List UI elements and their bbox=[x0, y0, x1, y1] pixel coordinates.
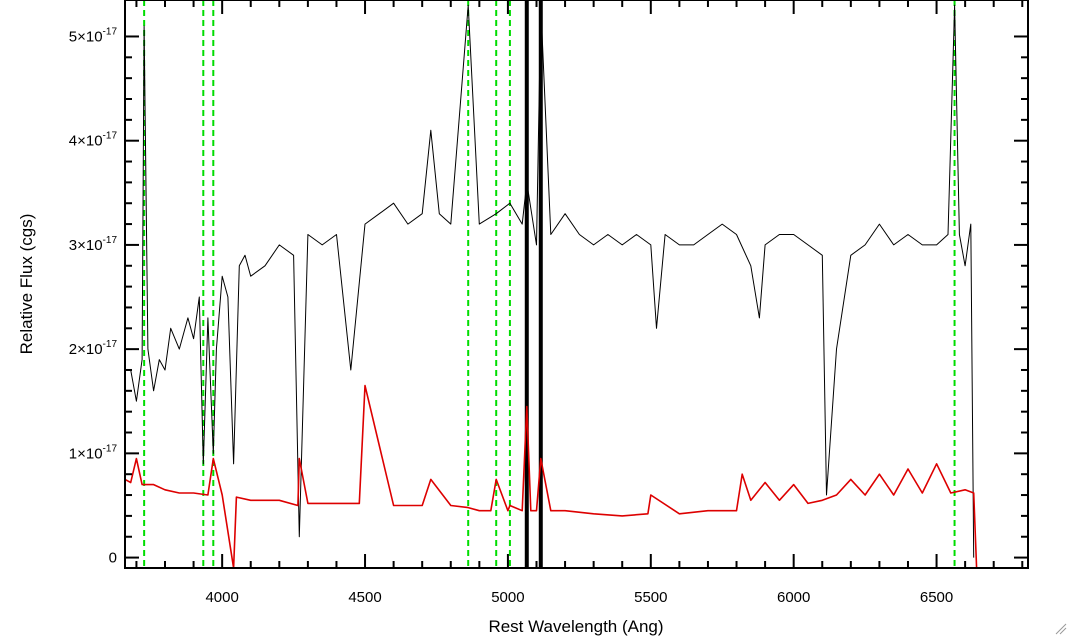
plot-background bbox=[125, 0, 1028, 568]
y-tick-label: 3×10-17 bbox=[69, 235, 118, 254]
axis-ticks bbox=[125, 0, 1028, 568]
x-tick-labels: 4000 4500 5000 5500 6000 6500 bbox=[205, 589, 953, 606]
y-tick-label: 1×10-17 bbox=[69, 443, 118, 462]
y-axis-title: Relative Flux (cgs) bbox=[17, 214, 36, 355]
plot-frame bbox=[124, 0, 1029, 569]
y-tick-label: 0 bbox=[109, 550, 117, 567]
y-tick-label: 5×10-17 bbox=[69, 26, 118, 45]
y-tick-label: 2×10-17 bbox=[69, 339, 118, 358]
x-tick-label: 6000 bbox=[777, 589, 810, 606]
reference-lines bbox=[143, 0, 956, 568]
x-axis-title: Rest Wavelength (Ang) bbox=[488, 617, 663, 636]
x-tick-label: 6500 bbox=[920, 589, 953, 606]
series-line-1 bbox=[124, 384, 1028, 569]
x-tick-label: 4000 bbox=[205, 589, 238, 606]
spectrum-series bbox=[124, 4, 1028, 569]
y-tick-labels: 0 1×10-17 2×10-17 3×10-17 4×10-17 5×10-17 bbox=[69, 26, 118, 566]
resize-grip-icon[interactable] bbox=[1055, 623, 1067, 635]
y-tick-label: 4×10-17 bbox=[69, 131, 118, 150]
x-tick-label: 5000 bbox=[491, 589, 524, 606]
series-line-0 bbox=[130, 4, 975, 558]
x-tick-label: 5500 bbox=[634, 589, 667, 606]
x-tick-label: 4500 bbox=[348, 589, 381, 606]
